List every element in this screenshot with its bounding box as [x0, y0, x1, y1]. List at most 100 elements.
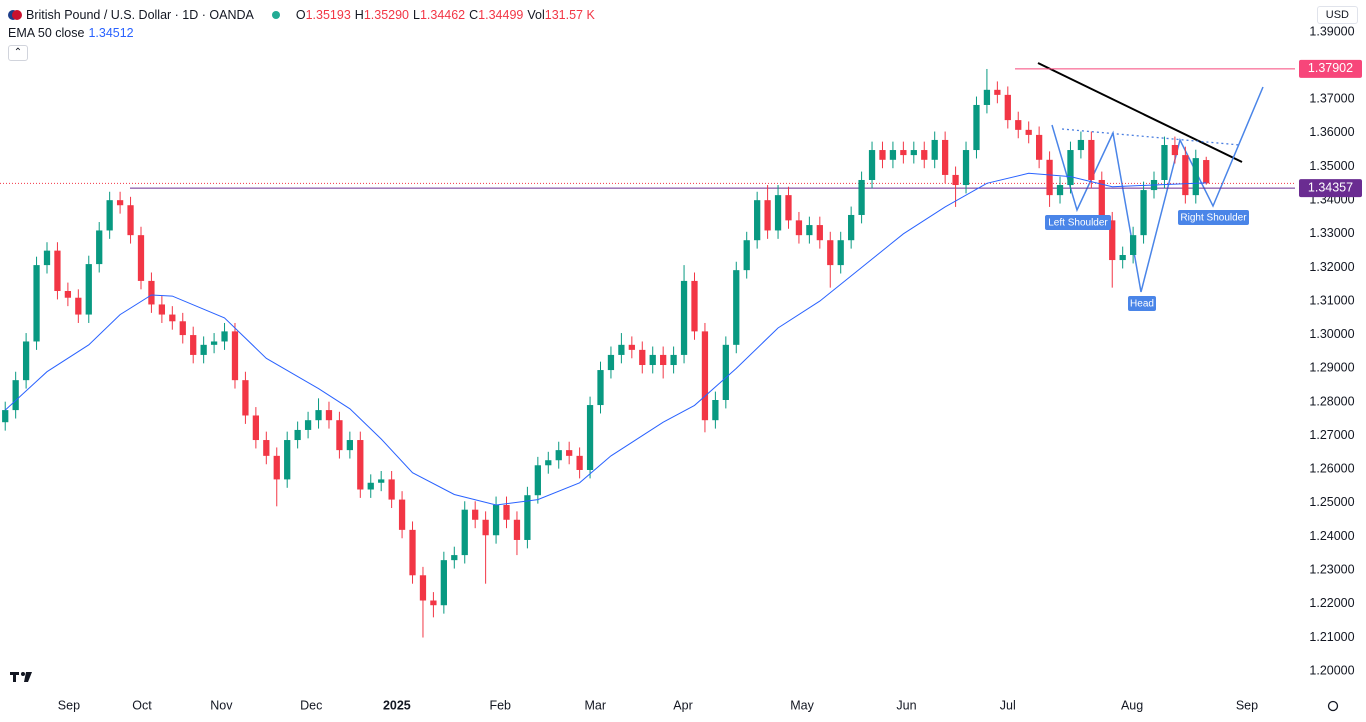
candle-body [1203, 160, 1210, 184]
candle-body [1036, 134, 1043, 160]
candle-body [816, 225, 823, 241]
candle-body [1046, 159, 1053, 196]
ohlc: O1.35193 H1.35290 L1.34462 C1.34499 Vol131.5… [296, 6, 599, 24]
collapse-button[interactable]: ⌃ [8, 45, 28, 61]
candle-body [733, 270, 740, 345]
candle-body [1129, 235, 1137, 256]
y-tick-label: 1.20000 [1309, 663, 1354, 677]
candle-body [116, 200, 124, 206]
candle-body [148, 280, 155, 305]
price-label: 1.34357 [1308, 180, 1353, 194]
settings-icon[interactable] [1327, 700, 1339, 712]
candle-body [900, 150, 907, 156]
candle-body [252, 415, 259, 441]
candle-body [1140, 190, 1147, 236]
candle-body [785, 195, 792, 221]
y-tick-label: 1.28000 [1309, 394, 1354, 408]
indicator-row: EMA 50 close 1.34512 [8, 24, 599, 42]
ohlc-value: 1.34499 [478, 8, 524, 22]
ohlc-value: 131.57 K [544, 8, 595, 22]
y-tick-label: 1.31000 [1309, 293, 1354, 307]
annotation-label: Left Shoulder [1048, 218, 1108, 229]
indicator-value: 1.34512 [88, 26, 134, 40]
x-tick-label: Sep [1236, 698, 1258, 712]
x-tick-label: Oct [132, 698, 152, 712]
candle-body [1025, 129, 1032, 135]
candle-body [482, 519, 489, 536]
candle-body [106, 200, 113, 231]
candle-body [284, 440, 291, 480]
ema-line [4, 172, 1207, 506]
candle-body [1109, 220, 1116, 261]
candle-body [962, 150, 970, 186]
candle-body [534, 465, 541, 496]
price-label-box [1299, 59, 1362, 78]
candle-body [868, 150, 876, 180]
candle-body [315, 410, 322, 421]
candle-body [1088, 139, 1095, 180]
candle-body [1056, 185, 1064, 196]
candle-body [555, 450, 562, 461]
candle-body [858, 179, 865, 215]
ohlc-value: 1.35290 [363, 8, 409, 22]
symbol-title[interactable]: British Pound / U.S. Dollar · 1D · OANDA [26, 8, 254, 22]
tv-logo [10, 672, 32, 682]
candle-body [889, 150, 897, 160]
x-tick-label: Jun [896, 698, 916, 712]
candle-body [137, 235, 145, 281]
candle-body [743, 240, 750, 271]
y-tick-label: 1.33000 [1309, 226, 1354, 240]
candle-body [722, 344, 729, 401]
candle-body [879, 150, 886, 160]
candle-body [492, 504, 500, 536]
candle-body [701, 331, 709, 421]
candle-body [96, 230, 103, 265]
y-tick-label: 1.39000 [1309, 24, 1354, 38]
candle-body [210, 341, 218, 345]
annotation-box [1128, 296, 1156, 311]
legend: British Pound / U.S. Dollar · 1D · OANDA… [8, 6, 599, 61]
candle-body [649, 354, 656, 366]
x-tick-label: Dec [300, 698, 322, 712]
y-tick-label: 1.24000 [1309, 529, 1354, 543]
currency-button[interactable]: USD [1316, 6, 1358, 24]
candle-body [127, 205, 134, 236]
candle-body [670, 354, 677, 366]
candle-body [1192, 158, 1199, 196]
candle-body [848, 214, 855, 241]
indicator-label[interactable]: EMA 50 close [8, 26, 85, 40]
price-label: 1.37902 [1308, 61, 1353, 75]
annotation-label: Head [1130, 299, 1154, 310]
candle-body [628, 344, 635, 350]
x-tick-label: Aug [1121, 698, 1143, 712]
ohlc-label: O [295, 8, 306, 22]
candle-body [524, 495, 531, 540]
candle-body [1004, 94, 1011, 121]
candle-body [712, 400, 719, 421]
candle-body [576, 455, 583, 470]
candle-body [1098, 179, 1105, 221]
candle-body [200, 344, 207, 355]
candle-body [691, 280, 698, 332]
x-tick-label: Nov [210, 698, 233, 712]
candle-body [983, 89, 991, 105]
candle-body [660, 354, 667, 366]
ohlc-value: 1.34462 [419, 8, 466, 22]
candle-body [231, 331, 239, 381]
candle-body [2, 410, 9, 423]
ohlc-label: C [469, 8, 479, 22]
y-tick-label: 1.27000 [1309, 428, 1354, 442]
ohlc-label: L [413, 8, 420, 22]
y-tick-label: 1.32000 [1309, 260, 1354, 274]
candle-body [639, 349, 646, 366]
candle-body [973, 104, 980, 151]
y-tick-label: 1.22000 [1309, 596, 1354, 610]
candle-body [440, 560, 447, 606]
candle-body [430, 600, 437, 606]
candle-body [545, 460, 552, 466]
pattern-drawing [1051, 86, 1264, 293]
candle-body [367, 482, 374, 490]
candle-body [33, 265, 40, 342]
candle-body [795, 220, 803, 236]
annotation-label: Right Shoulder [1180, 213, 1247, 224]
